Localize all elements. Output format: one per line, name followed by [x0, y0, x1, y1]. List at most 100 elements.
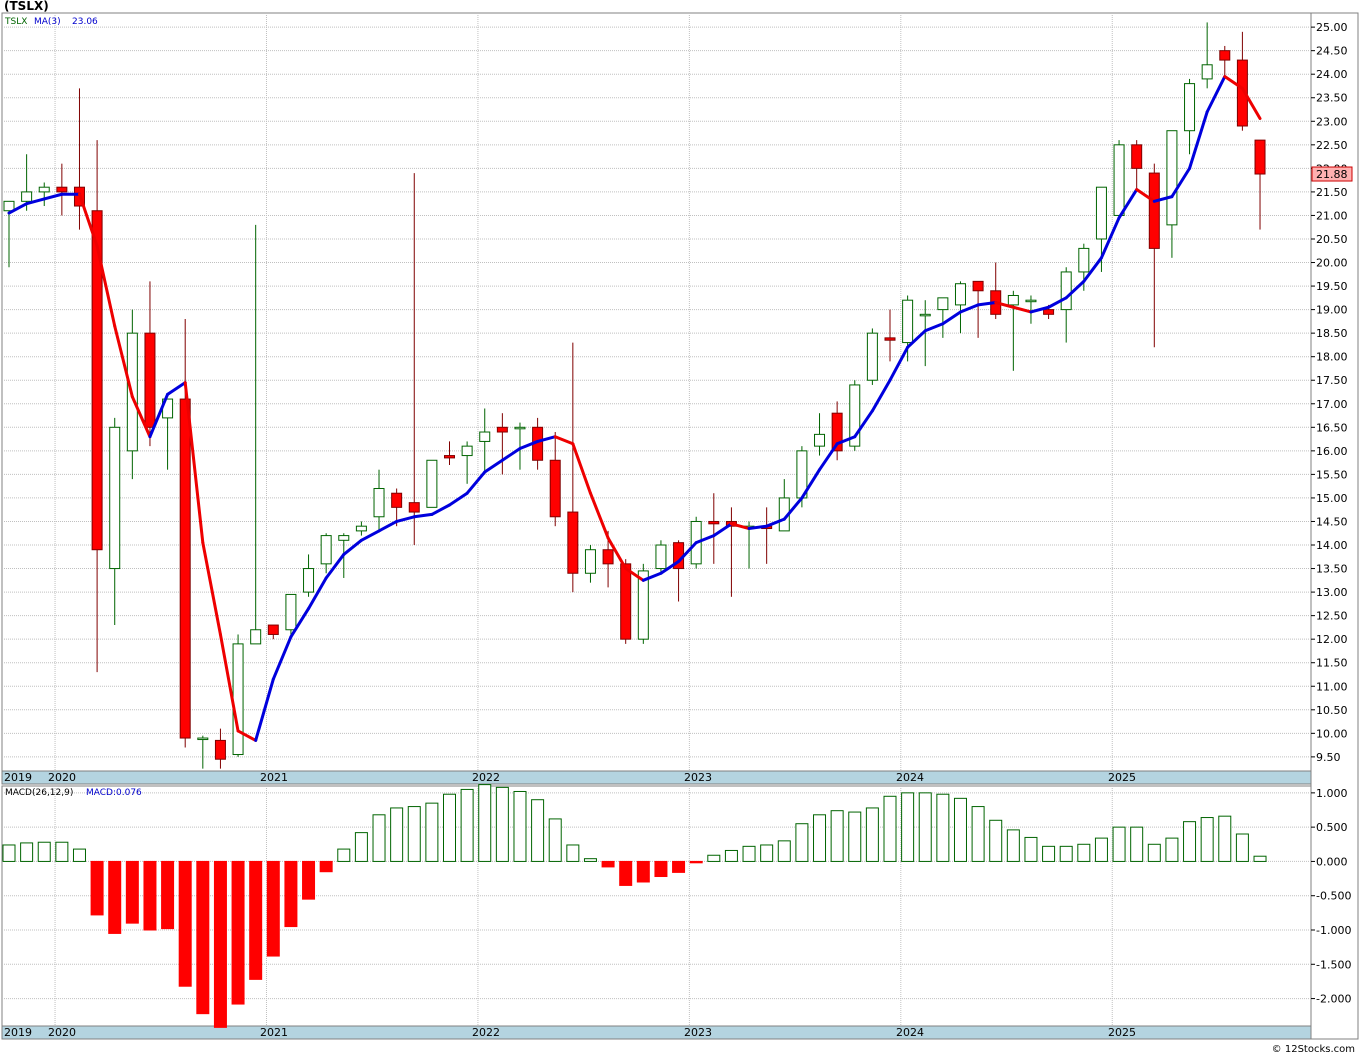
macd-x-tick-label: 2024 [896, 1026, 924, 1039]
candle-body [197, 737, 209, 741]
watermark: © 12Stocks.com [1272, 1044, 1355, 1055]
ma-segment [588, 491, 610, 540]
candle-body [285, 593, 297, 631]
ma-segment [307, 576, 328, 611]
macd-x-tick-label: 2022 [472, 1026, 500, 1039]
macd-bar [319, 860, 333, 873]
ma-segment [25, 197, 46, 206]
candle-body [461, 445, 473, 457]
candle-body [320, 535, 332, 565]
macd-bar [724, 849, 738, 862]
candle-body [849, 384, 861, 447]
price-y-tick-label: 21.50 [1316, 186, 1348, 199]
candle [884, 309, 896, 362]
last-price-label: 21.88 [1316, 168, 1348, 181]
candle [954, 281, 966, 334]
macd-bar [583, 858, 597, 862]
candle-body [1254, 139, 1266, 175]
candle [320, 533, 332, 574]
macd-bar [548, 818, 562, 862]
last-price-tag: 21.88 [1311, 166, 1353, 182]
candle [1236, 31, 1248, 131]
ma-segment [130, 395, 152, 439]
candle-body [972, 280, 984, 292]
candle-body [408, 502, 420, 513]
macd-bar [813, 814, 827, 862]
macd-bar [125, 860, 139, 924]
candle-body [1166, 130, 1178, 226]
ma-segment [218, 632, 240, 733]
candle [373, 469, 385, 531]
ma-segment [166, 381, 187, 396]
candle-body [250, 629, 262, 645]
price-x-tick-labels: 2019 2020 2021 2022 2023 2024 2025 [4, 771, 1136, 784]
price-y-tick-label: 23.50 [1316, 92, 1348, 105]
candle [1219, 45, 1231, 79]
candle [1060, 267, 1072, 343]
candle [620, 559, 632, 644]
candle-body [1201, 64, 1213, 80]
macd-bar [777, 840, 791, 862]
candle [919, 300, 931, 367]
candle-body [1113, 144, 1125, 216]
macd-bar [372, 814, 386, 862]
candle [831, 401, 843, 461]
macd-bar [72, 848, 86, 862]
ma-segment [236, 729, 258, 742]
macd-y-tick-label: -2.000 [1316, 993, 1351, 1006]
ma-segment [77, 192, 99, 248]
macd-bar [1200, 817, 1214, 862]
ma-segment [483, 458, 504, 474]
candle [267, 624, 279, 640]
ma-segment [448, 491, 469, 507]
macd-bar [918, 792, 932, 862]
candle [866, 328, 878, 385]
macd-bar [337, 848, 351, 862]
price-y-tick-label: 13.50 [1316, 563, 1348, 576]
candle [1201, 22, 1213, 89]
candle-body [109, 426, 121, 570]
candle-body [655, 544, 667, 570]
macd-bar [636, 860, 650, 883]
macd-bar [460, 788, 474, 862]
candle-body [214, 739, 226, 760]
macd-y-tick-label: -1.000 [1316, 924, 1351, 937]
ma-segment [500, 446, 522, 462]
price-y-tick-label: 16.00 [1316, 445, 1348, 458]
macd-bar [707, 854, 721, 862]
moving-average-line [7, 75, 1262, 742]
candle-body [144, 332, 156, 428]
candlesticks [3, 22, 1266, 769]
macd-bar [883, 795, 897, 862]
chart-title: (TSLX) [4, 0, 49, 13]
macd-bar [390, 807, 404, 862]
macd-y-tick-label: 0.000 [1316, 855, 1348, 868]
price-y-tick-label: 19.50 [1316, 280, 1348, 293]
candle-body [3, 200, 15, 212]
macd-bar [20, 842, 34, 862]
macd-bars [2, 784, 1267, 1028]
ma-segment [923, 322, 945, 333]
candle [708, 493, 720, 564]
candle [197, 735, 209, 769]
candle [426, 459, 438, 508]
macd-bar [425, 802, 439, 862]
macd-bar [1165, 837, 1179, 862]
price-y-tick-label: 16.50 [1316, 421, 1348, 434]
legend-ma-value: 23.06 [72, 17, 98, 27]
price-y-tick-label: 20.50 [1316, 233, 1348, 246]
ma-segment [694, 534, 716, 545]
candle [91, 140, 103, 673]
candle-body [355, 525, 367, 532]
macd-bar [513, 790, 527, 862]
candle [849, 380, 861, 451]
legend-macd-value: MACD:0.076 [86, 788, 142, 798]
ma-segment [853, 409, 874, 439]
candle [250, 224, 262, 645]
price-y-tick-label: 12.50 [1316, 610, 1348, 623]
ma-segment [782, 496, 804, 521]
candle-body [1007, 294, 1019, 306]
macd-bar [1130, 826, 1144, 862]
ma-segment [1240, 86, 1262, 120]
ma-segment [1099, 216, 1121, 260]
